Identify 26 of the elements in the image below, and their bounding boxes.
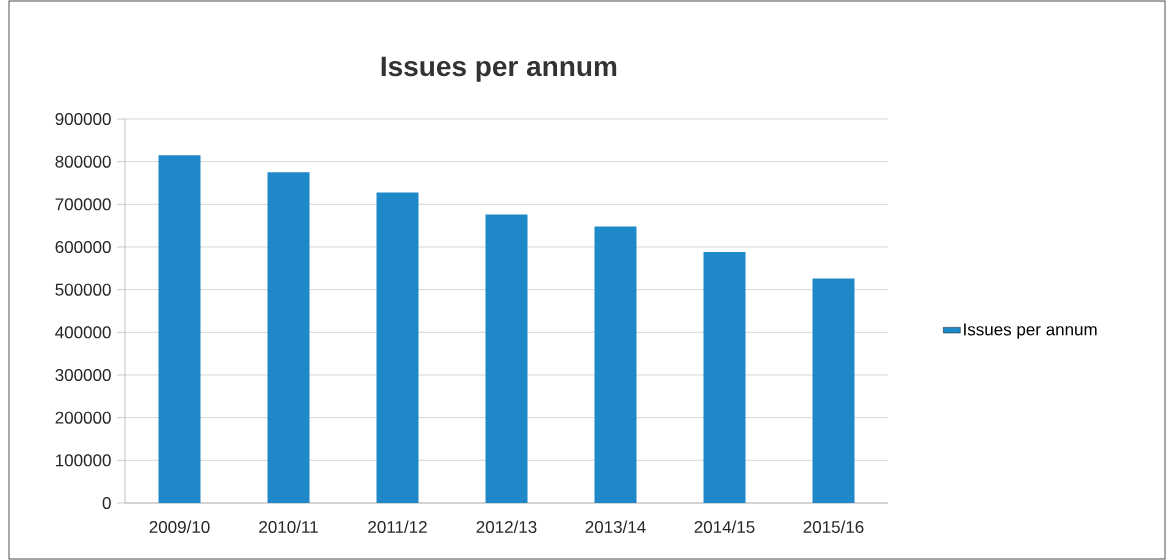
y-tick-label: 0 bbox=[102, 496, 111, 510]
chart-title: Issues per annum bbox=[381, 56, 617, 82]
bar bbox=[812, 278, 855, 503]
bar bbox=[703, 252, 746, 503]
x-tick-label: 2010/11 bbox=[259, 520, 318, 534]
y-tick-label: 700000 bbox=[55, 198, 111, 211]
y-tick-label: 600000 bbox=[55, 240, 111, 254]
x-tick-label: 2013/14 bbox=[585, 520, 646, 534]
y-tick-label: 500000 bbox=[55, 283, 111, 296]
x-tick-label: 2015/16 bbox=[803, 520, 864, 534]
x-tick-label: 2014/15 bbox=[694, 520, 755, 534]
bar bbox=[594, 226, 637, 503]
x-tick-label: 2012/13 bbox=[476, 520, 537, 534]
bar bbox=[158, 155, 201, 503]
y-tick-label: 100000 bbox=[56, 454, 111, 467]
legend-label: Issues per annum bbox=[964, 323, 1097, 339]
y-tick-label: 800000 bbox=[55, 155, 111, 168]
y-tick-label: 200000 bbox=[55, 411, 111, 424]
y-tick-label: 400000 bbox=[55, 326, 111, 339]
bar bbox=[376, 192, 419, 503]
x-tick-label: 2011/12 bbox=[368, 520, 427, 534]
x-tick-label: 2009/10 bbox=[149, 520, 210, 534]
y-tick-label: 300000 bbox=[55, 368, 111, 382]
y-tick-label: 900000 bbox=[55, 112, 111, 126]
bar bbox=[267, 172, 310, 503]
bar bbox=[485, 214, 528, 503]
